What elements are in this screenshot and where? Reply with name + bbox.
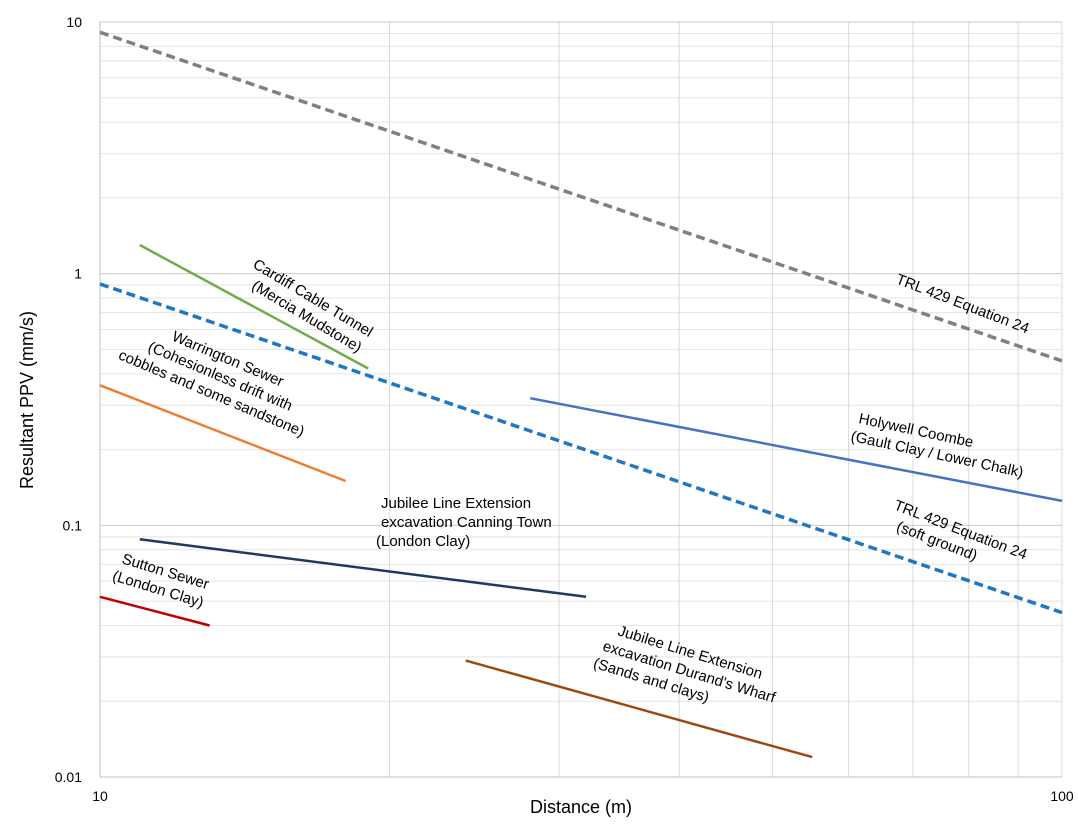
series-line-trl-equation-24 bbox=[99, 30, 1063, 363]
y-tick-label: 0.1 bbox=[63, 517, 83, 533]
y-tick-label: 0.01 bbox=[55, 769, 82, 785]
x-axis-title: Distance (m) bbox=[530, 797, 632, 817]
series-line-cardiff-cable-tunnel bbox=[139, 243, 369, 370]
y-tick-label: 1 bbox=[74, 266, 82, 282]
series-line-warrington-sewer bbox=[99, 384, 347, 483]
y-tick-label: 10 bbox=[66, 14, 82, 30]
label-line: (London Clay) bbox=[376, 533, 470, 550]
series-line-trl-equation-24-soft-ground bbox=[99, 282, 1063, 615]
x-tick-label: 10 bbox=[92, 788, 108, 804]
label-line: Jubilee Line Extension bbox=[381, 495, 531, 512]
x-tick-label: 100 bbox=[1050, 788, 1074, 804]
y-axis-title: Resultant PPV (mm/s) bbox=[17, 311, 37, 489]
minor-gridlines bbox=[100, 22, 1062, 777]
series-layer bbox=[99, 30, 1063, 759]
series-line-jle-durands-wharf bbox=[465, 659, 813, 759]
series-line-sutton-sewer bbox=[99, 595, 210, 627]
series-line-holywell-coombe bbox=[529, 396, 1063, 503]
label-jle-canning-town: Jubilee Line Extension excavation Cannin… bbox=[376, 495, 556, 550]
label-line: excavation Canning Town bbox=[381, 514, 552, 531]
series-line-jle-canning-town bbox=[139, 538, 587, 599]
tick-labels: 0.01 0.1 1 10 10 100 bbox=[55, 14, 1074, 804]
major-gridlines bbox=[99, 21, 1063, 778]
